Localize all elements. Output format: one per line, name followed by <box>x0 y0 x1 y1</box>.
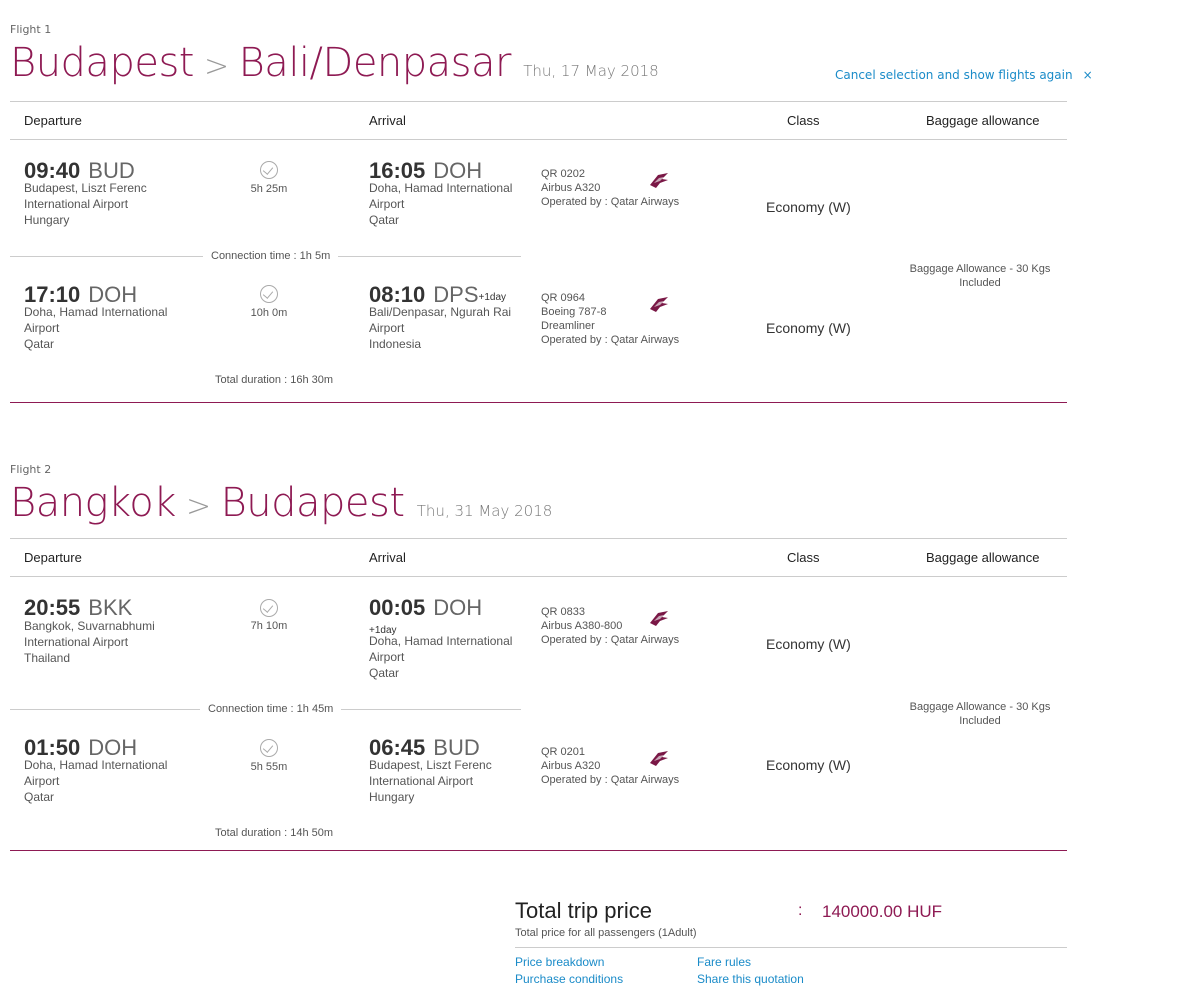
divider <box>515 947 1067 948</box>
departure-time: 17:10 DOH <box>24 282 138 307</box>
arrival-time: 00:05 DOH <box>369 595 483 620</box>
divider <box>10 576 1067 577</box>
flight-info: QR 0201 Airbus A320 Operated by : Qatar … <box>541 746 680 786</box>
departure-place: Bangkok, Suvarnabhumi International Airp… <box>24 619 155 665</box>
col-arrival: Arrival <box>369 550 406 565</box>
cabin-class: Economy (W) <box>766 636 851 652</box>
leg-duration: 5h 55m <box>250 761 288 773</box>
col-departure: Departure <box>24 550 82 565</box>
clock-check-icon <box>260 161 278 179</box>
clock-check-icon <box>260 599 278 617</box>
cancel-selection-link[interactable]: Cancel selection and show flights again × <box>835 68 1093 82</box>
next-day-badge: +1day <box>478 292 507 303</box>
col-baggage: Baggage allowance <box>926 550 1040 565</box>
cancel-selection-label: Cancel selection and show flights again <box>835 68 1073 82</box>
divider <box>10 139 1067 140</box>
clock-check-icon <box>260 739 278 757</box>
route-destination: Bali/Denpasar <box>238 40 512 86</box>
route-arrow-icon: > <box>203 49 229 84</box>
clock-check-icon <box>260 285 278 303</box>
departure-time: 01:50 DOH <box>24 735 138 760</box>
col-departure: Departure <box>24 113 82 128</box>
arrival-place: Doha, Hamad International Airport Qatar <box>369 634 513 680</box>
flight-info: QR 0202 Airbus A320 Operated by : Qatar … <box>541 168 680 208</box>
route-arrow-icon: > <box>185 489 211 524</box>
qatar-airways-logo-icon <box>650 751 668 766</box>
purchase-conditions-link[interactable]: Purchase conditions <box>515 972 624 986</box>
flight-date: Thu, 17 May 2018 <box>523 62 659 80</box>
flight-1-label: Flight 1 <box>10 23 52 36</box>
flight-end-divider <box>10 850 1067 851</box>
next-day-badge: +1day <box>369 625 397 636</box>
cabin-class: Economy (W) <box>766 199 851 215</box>
arrival-place: Budapest, Liszt Ferenc International Air… <box>369 758 492 804</box>
leg-duration: 7h 10m <box>250 620 288 632</box>
route-destination: Budapest <box>220 480 405 526</box>
route-origin: Budapest <box>10 40 194 86</box>
route-origin: Bangkok <box>10 480 176 526</box>
arrival-time: 08:10 DPS+1day <box>369 282 507 307</box>
departure-place: Budapest, Liszt Ferenc International Air… <box>24 181 147 227</box>
divider <box>10 101 1067 102</box>
arrival-place: Doha, Hamad International Airport Qatar <box>369 181 513 227</box>
arrival-time: 16:05 DOH <box>369 158 483 183</box>
flight-1-route: Budapest > Bali/Denpasar Thu, 17 May 2018 <box>10 40 659 86</box>
flight-2-label: Flight 2 <box>10 463 52 476</box>
total-duration: Total duration : 14h 50m <box>215 827 334 839</box>
arrival-place: Bali/Denpasar, Ngurah Rai Airport Indone… <box>369 305 512 351</box>
flight-info: QR 0964 Boeing 787-8 Dreamliner Operated… <box>541 292 680 346</box>
col-class: Class <box>787 113 820 128</box>
arrival-time: 06:45 BUD <box>369 735 480 760</box>
connection-time: Connection time : 1h 45m <box>200 703 342 715</box>
qatar-airways-logo-icon <box>650 173 668 188</box>
qatar-airways-logo-icon <box>650 611 668 626</box>
share-quotation-link[interactable]: Share this quotation <box>697 972 804 986</box>
flight-date: Thu, 31 May 2018 <box>416 502 553 520</box>
fare-rules-link[interactable]: Fare rules <box>697 955 752 969</box>
close-icon: × <box>1082 68 1093 82</box>
cabin-class: Economy (W) <box>766 320 851 336</box>
connection-time: Connection time : 1h 5m <box>203 250 339 262</box>
flight-2-route: Bangkok > Budapest Thu, 31 May 2018 <box>10 480 552 526</box>
divider <box>10 538 1067 539</box>
flight-end-divider <box>10 402 1067 403</box>
leg-duration: 5h 25m <box>250 183 288 195</box>
leg-duration: 10h 0m <box>250 307 288 319</box>
baggage-allowance: Baggage Allowance - 30 Kgs Included <box>909 701 1051 727</box>
price-separator: : <box>798 902 803 919</box>
total-trip-price-title: Total trip price <box>515 898 652 923</box>
price-breakdown-link[interactable]: Price breakdown <box>515 955 605 969</box>
departure-time: 20:55 BKK <box>24 595 133 620</box>
total-price-value: 140000.00 HUF <box>822 902 943 921</box>
total-price-subtitle: Total price for all passengers (1Adult) <box>515 927 697 939</box>
departure-time: 09:40 BUD <box>24 158 135 183</box>
col-baggage: Baggage allowance <box>926 113 1040 128</box>
qatar-airways-logo-icon <box>650 297 668 312</box>
cabin-class: Economy (W) <box>766 757 851 773</box>
baggage-allowance: Baggage Allowance - 30 Kgs Included <box>909 263 1051 289</box>
total-duration: Total duration : 16h 30m <box>215 374 334 386</box>
col-class: Class <box>787 550 820 565</box>
departure-place: Doha, Hamad International Airport Qatar <box>24 758 168 804</box>
col-arrival: Arrival <box>369 113 406 128</box>
flight-info: QR 0833 Airbus A380-800 Operated by : Qa… <box>541 606 680 646</box>
departure-place: Doha, Hamad International Airport Qatar <box>24 305 168 351</box>
